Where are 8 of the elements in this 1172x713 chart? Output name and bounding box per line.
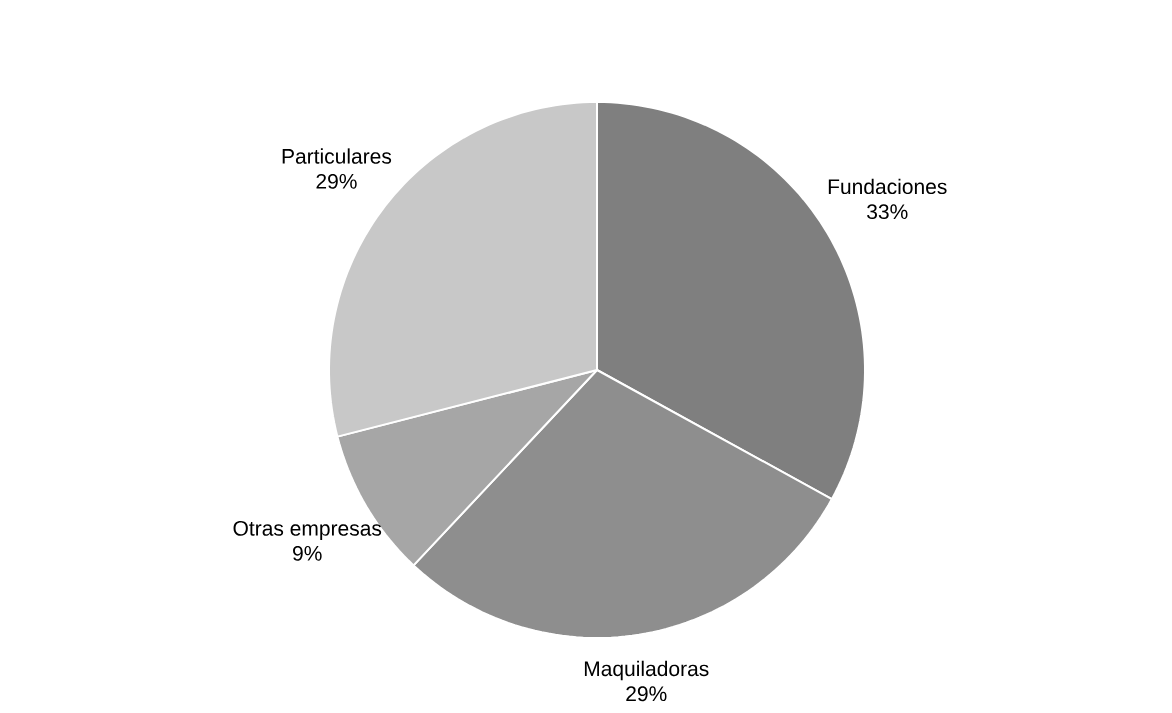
data-label: 29% (626, 686, 667, 702)
slice-label: Particulares (282, 148, 392, 164)
slice-label: Fundaciones (828, 178, 947, 195)
slice-label: Maquiladoras (584, 660, 709, 681)
data-label: 33% (867, 204, 908, 220)
data-label: 9% (293, 545, 322, 561)
slice-label: Otras empresas (233, 520, 382, 540)
data-label: 29% (316, 173, 357, 189)
